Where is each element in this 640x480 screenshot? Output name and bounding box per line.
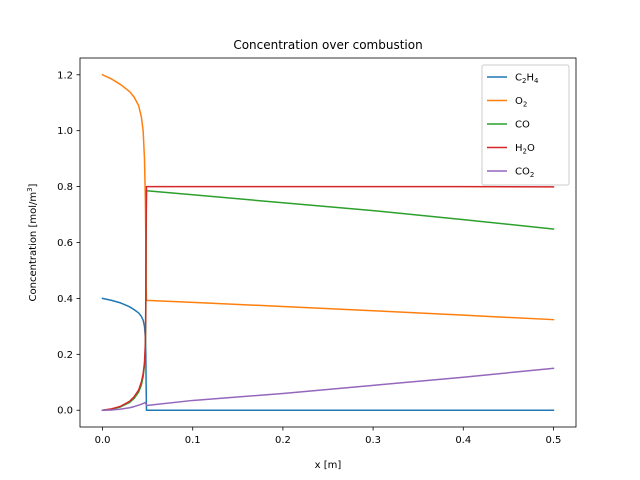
x-tick-label: 0.5 — [546, 435, 562, 446]
legend-label-c2h4: C2H4 — [515, 73, 539, 86]
y-tick-label: 0.2 — [57, 350, 73, 361]
y-tick-label: 0.0 — [57, 406, 73, 417]
legend-box — [481, 64, 570, 186]
legend-label-co2: CO2 — [515, 167, 534, 180]
series-line-h2o — [101, 185, 555, 412]
y-tick-label: 1.2 — [57, 70, 73, 81]
x-tick-label: 0.1 — [185, 435, 201, 446]
series-line-o2 — [101, 73, 555, 321]
y-tick-label: 0.6 — [57, 238, 73, 249]
legend-label-co: CO — [515, 120, 530, 131]
x-axis-label: x [m] — [315, 460, 342, 471]
x-tick-label: 0.0 — [95, 435, 111, 446]
ticks: 0.0 0.1 0.2 0.3 0.4 0.5 0.0 0.2 0.4 0.6 0.8 1.0 1.2 — [57, 70, 561, 446]
chart-title: Concentration over combustion — [233, 38, 422, 52]
legend: C2H4 O2 CO H2O CO2 — [481, 64, 570, 186]
plot-area — [101, 73, 555, 412]
series-line-co2 — [101, 367, 555, 412]
y-tick-label: 0.4 — [57, 294, 73, 305]
y-axis-label: Concentration [mol/m3] — [26, 183, 39, 301]
x-tick-label: 0.4 — [455, 435, 471, 446]
x-tick-label: 0.2 — [275, 435, 291, 446]
legend-label-o2: O2 — [515, 96, 527, 109]
y-tick-label: 0.8 — [57, 182, 73, 193]
x-tick-label: 0.3 — [365, 435, 381, 446]
legend-label-h2o: H2O — [515, 143, 535, 156]
y-tick-label: 1.0 — [57, 126, 73, 137]
